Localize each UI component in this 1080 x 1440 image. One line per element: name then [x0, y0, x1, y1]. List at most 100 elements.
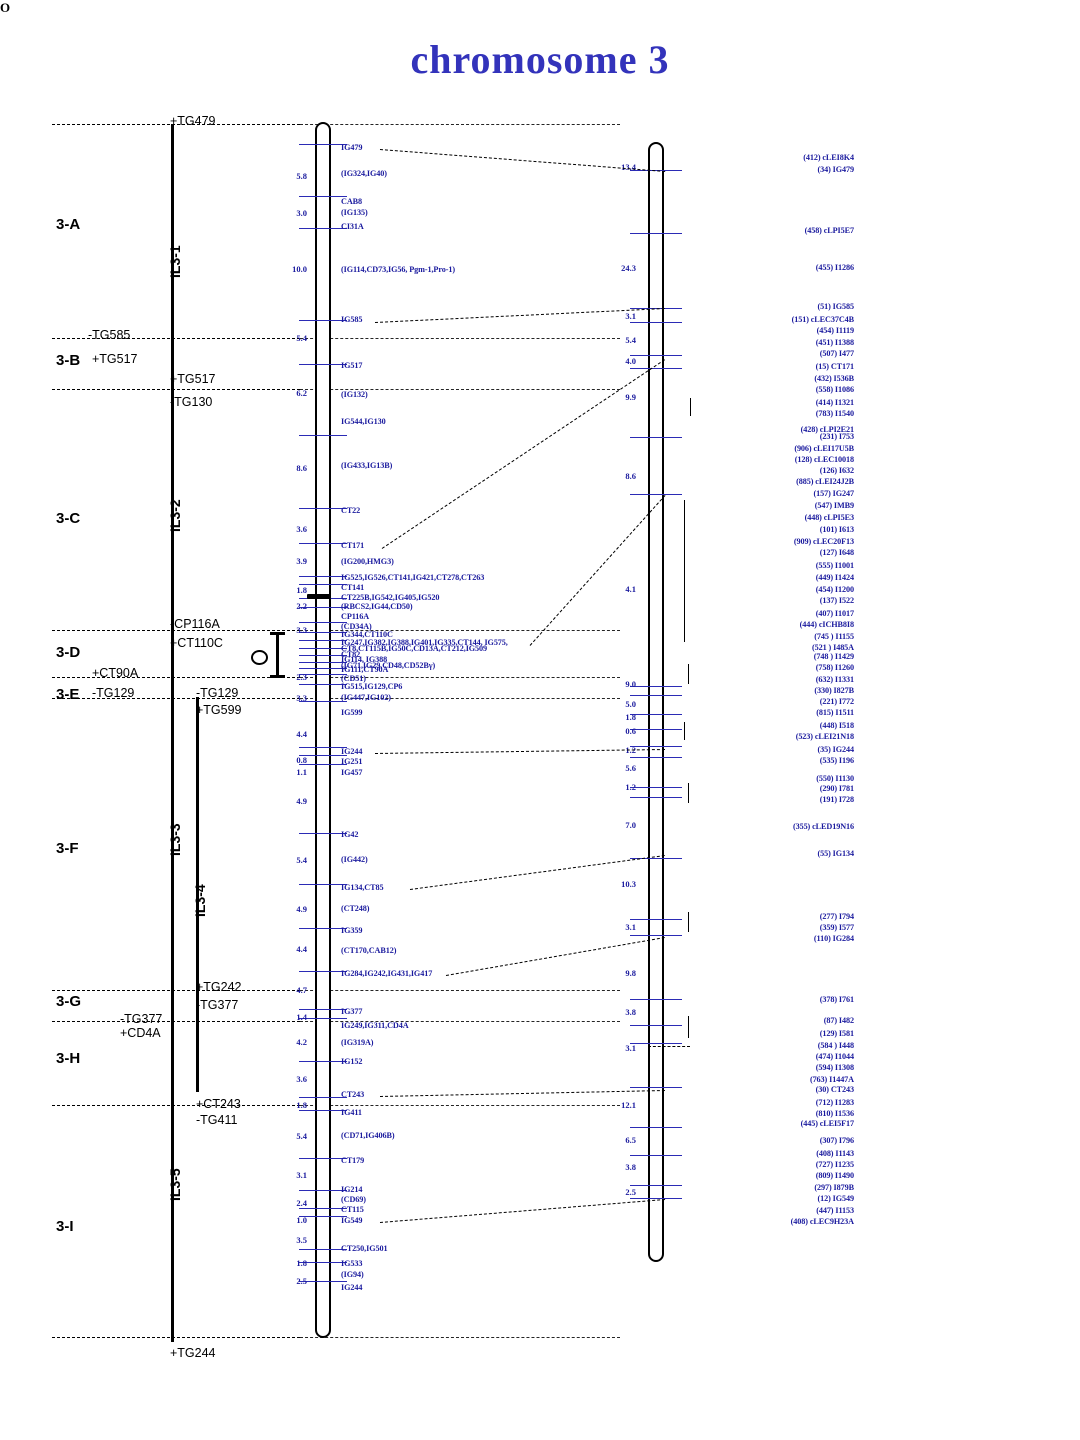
right-map-distance: 3.8 — [625, 1007, 636, 1017]
left-chromosome-bar — [315, 122, 331, 1338]
right-map-distance: 0.6 — [625, 726, 636, 736]
right-map-marker-label: (297) I879B — [814, 1183, 854, 1192]
region-separator — [52, 698, 300, 699]
region-separator — [52, 389, 300, 390]
right-map-marker-label: (745 ) I1155 — [814, 632, 854, 641]
left-map-marker-label: (IG319A) — [341, 1038, 374, 1047]
right-map-distance: 12.1 — [621, 1100, 636, 1110]
left-map-marker-label: IG517 — [341, 361, 363, 370]
left-map-marker-label: (CD51) — [341, 674, 366, 683]
region-separator-ext — [300, 630, 620, 631]
il-bar-il3-4 — [196, 697, 199, 1092]
right-map-marker-label: (378) I761 — [819, 995, 854, 1004]
region-separator-ext — [300, 698, 620, 699]
right-map-marker-label: (712) I1283 — [815, 1098, 854, 1107]
right-map-marker-label: (474) I1044 — [815, 1052, 854, 1061]
right-map-marker-label: (128) cLEC10018 — [794, 455, 854, 464]
right-map-marker-label: (428) cLPI2E21 — [800, 425, 855, 434]
region-label-3-a: 3-A — [56, 216, 81, 233]
breakpoint-label: +TG242 — [196, 980, 242, 994]
right-map-distance: 1.2 — [625, 782, 636, 792]
connector-IG479 — [379, 149, 666, 172]
left-map-tick — [299, 632, 347, 633]
region-label-3-c: 3-C — [56, 510, 81, 527]
right-map-marker-label: (558) I1086 — [815, 385, 854, 394]
left-map-distance: 2.5 — [296, 1276, 307, 1286]
breakpoint-label: +CT90A — [92, 666, 139, 680]
connector-I448-short — [648, 1046, 690, 1047]
il-bar-label-il3-5: IL3-5 — [167, 1168, 183, 1201]
right-map-distance: 4.0 — [625, 356, 636, 366]
right-map-tick — [630, 1185, 682, 1186]
right-map-tick — [630, 1198, 682, 1199]
left-map-tick — [299, 364, 347, 365]
left-map-distance: 4.9 — [296, 796, 307, 806]
right-map-marker-label: (547) IMB9 — [814, 501, 854, 510]
left-map-marker-label: IG249,IG311,CD4A — [341, 1021, 409, 1030]
il-bar-label-il3-1: IL3-1 — [167, 245, 183, 278]
left-map-marker-label: CT250,IG501 — [341, 1244, 388, 1253]
region-separator-ext — [300, 1021, 620, 1022]
left-map-marker-label: CT22 — [341, 506, 361, 515]
right-map-marker-label: (307) I796 — [819, 1136, 854, 1145]
right-map-distance: 9.9 — [625, 392, 636, 402]
right-map-distance: 3.1 — [625, 311, 636, 321]
right-map-distance: 3.8 — [625, 1162, 636, 1172]
right-map-marker-label: (507) I477 — [819, 349, 854, 358]
right-map-marker-label: (290) I781 — [819, 784, 854, 793]
left-map-marker-label: (CD69) — [341, 1195, 366, 1204]
right-map-distance: 4.1 — [625, 584, 636, 594]
right-map-marker-label: (330) I827B — [814, 686, 854, 695]
left-map-marker-label: (IG442) — [341, 855, 368, 864]
left-map-marker-label: IG479 — [341, 143, 363, 152]
left-map-marker-label: (IG433,IG13B) — [341, 461, 393, 470]
left-map-marker-label: (IG132) — [341, 390, 368, 399]
left-map-marker-label: (IG94) — [341, 1270, 364, 1279]
left-map-tick — [299, 764, 347, 765]
right-map-distance: 7.0 — [625, 820, 636, 830]
right-map-tick — [630, 935, 682, 936]
right-map-marker-label: (35) IG244 — [817, 745, 854, 754]
right-map-marker-label: (454) I1200 — [815, 585, 854, 594]
right-map-distance: 24.3 — [621, 263, 636, 273]
left-map-tick — [299, 1097, 347, 1098]
right-map-marker-label: (126) I632 — [819, 466, 854, 475]
left-map-marker-label: IG251 — [341, 757, 363, 766]
il-bar-label-il3-4: IL3-4 — [192, 883, 208, 917]
il-bar-il3-5 — [171, 1016, 174, 1342]
left-map-tick — [299, 144, 347, 145]
left-map-marker-label: IG533 — [341, 1259, 363, 1268]
left-map-marker-label: (IG135) — [341, 208, 368, 217]
right-map-marker-label: (523) cLEI21N18 — [795, 732, 854, 741]
right-map-group-bracket — [684, 722, 685, 740]
left-map-centromere-knob — [307, 594, 331, 599]
right-map-distance: 9.8 — [625, 968, 636, 978]
right-map-tick — [630, 746, 682, 747]
right-map-tick — [630, 170, 682, 171]
right-map-marker-label: (414) I1321 — [815, 398, 854, 407]
region-separator — [52, 1337, 300, 1338]
right-map-marker-label: (444) cICHB8I8 — [799, 620, 854, 629]
centromere-marker-glyph: O — [0, 0, 11, 15]
left-map-distance: 10.0 — [292, 264, 307, 274]
right-map-distance: 13.4 — [621, 162, 636, 172]
breakpoint-label: +TG517 — [92, 352, 138, 366]
left-map-marker-label: CI31A — [341, 222, 364, 231]
left-map-marker-label: IG111,CT90A — [341, 665, 389, 674]
left-map-distance: 8.6 — [296, 463, 307, 473]
il-bar-label-il3-3: IL3-3 — [167, 823, 183, 856]
left-map-tick — [299, 1110, 347, 1111]
right-map-distance: 5.0 — [625, 699, 636, 709]
right-chromosome-bar — [648, 142, 664, 1262]
left-map-distance: 2.3 — [296, 672, 307, 682]
left-map-tick — [299, 1018, 347, 1019]
right-map-marker-label: (101) I613 — [819, 525, 854, 534]
right-map-marker-label: (34) IG479 — [817, 165, 854, 174]
right-map-distance: 5.4 — [625, 335, 636, 345]
region-separator-ext — [300, 389, 620, 390]
il-bar-il3-1 — [171, 124, 174, 388]
left-map-marker-label: CT115 — [341, 1205, 364, 1214]
right-map-tick — [630, 787, 682, 788]
right-map-marker-label: (30) CT243 — [815, 1085, 854, 1094]
left-map-marker-label: CT179 — [341, 1156, 365, 1165]
